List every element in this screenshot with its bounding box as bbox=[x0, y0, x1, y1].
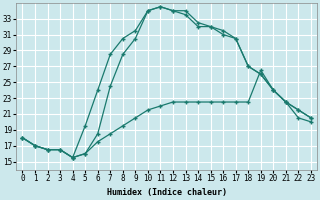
X-axis label: Humidex (Indice chaleur): Humidex (Indice chaleur) bbox=[107, 188, 227, 197]
